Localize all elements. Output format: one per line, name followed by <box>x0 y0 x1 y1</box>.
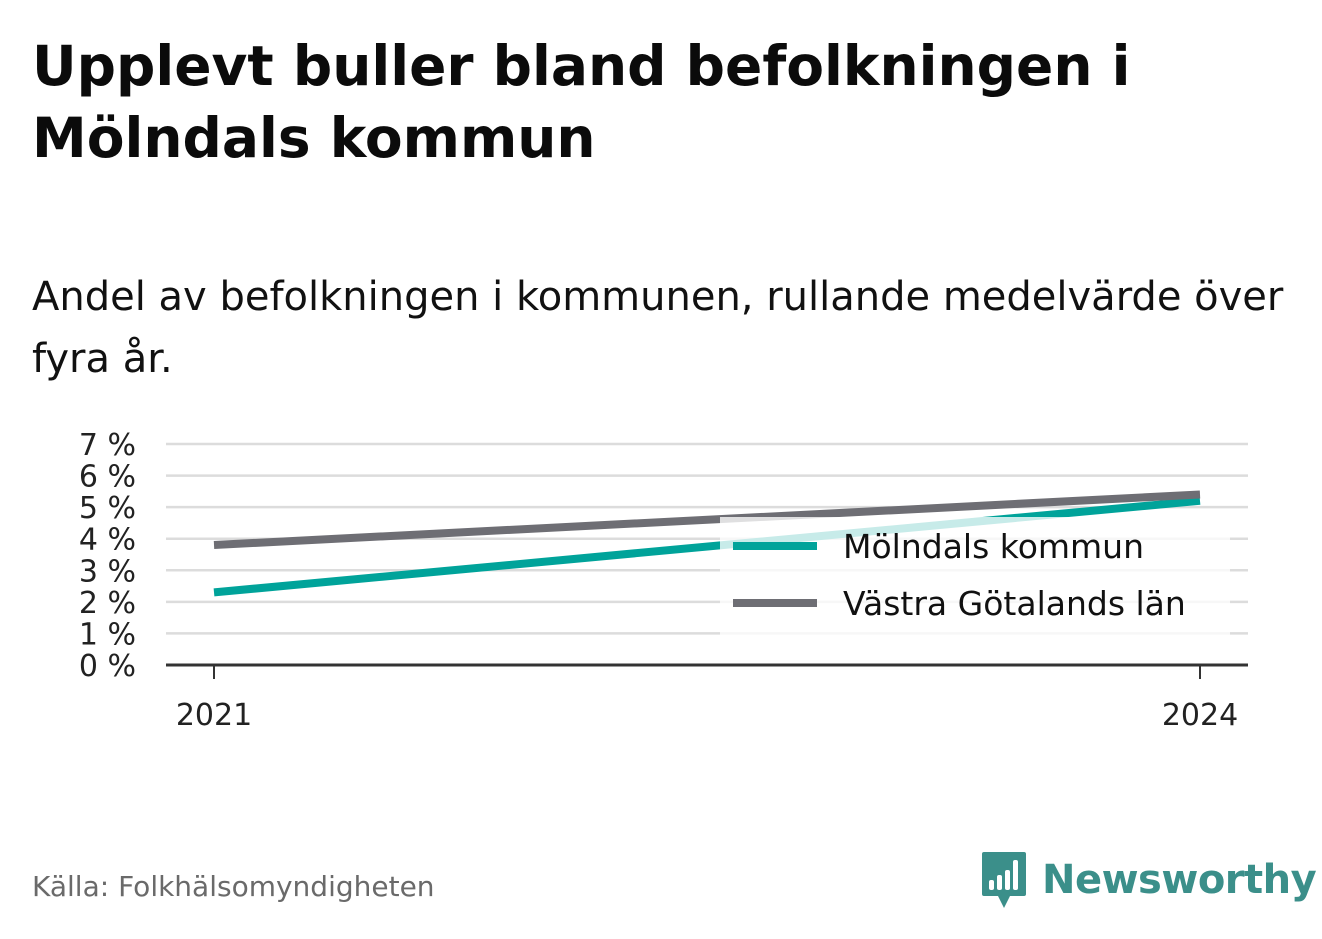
y-tick-label: 7 % <box>79 428 136 463</box>
legend: Mölndals kommun Västra Götalands län <box>720 517 1230 637</box>
x-tick-label: 2021 <box>176 698 252 733</box>
y-tick-label: 5 % <box>79 491 136 526</box>
brand-name: Newsworthy <box>1042 857 1317 903</box>
series-lines <box>213 490 1201 597</box>
legend-label: Västra Götalands län <box>843 584 1186 623</box>
chart-subtitle: Andel av befolkningen i kommunen, rullan… <box>32 274 1284 382</box>
source-note: Källa: Folkhälsomyndigheten <box>32 870 435 903</box>
newsworthy-logo-icon <box>982 852 1026 908</box>
chart-title: Upplevt buller bland befolkningen i Möln… <box>32 34 1131 170</box>
legend-background <box>720 517 1230 637</box>
brand-logo: Newsworthy <box>980 848 1317 912</box>
y-tick-label: 0 % <box>79 649 136 684</box>
series-line <box>213 490 1201 550</box>
x-tick-label: 2024 <box>1162 698 1238 733</box>
y-tick-label: 4 % <box>79 523 136 558</box>
series-line <box>213 496 1201 597</box>
x-axis <box>166 663 1248 679</box>
y-tick-label: 6 % <box>79 460 136 495</box>
y-tick-label: 3 % <box>79 554 136 589</box>
y-axis-labels: 0 %1 %2 %3 %4 %5 %6 %7 % <box>79 428 136 684</box>
y-tick-label: 2 % <box>79 586 136 621</box>
x-axis-labels: 2021 2024 <box>176 698 1238 733</box>
y-tick-label: 1 % <box>79 617 136 652</box>
legend-label: Mölndals kommun <box>843 527 1144 566</box>
